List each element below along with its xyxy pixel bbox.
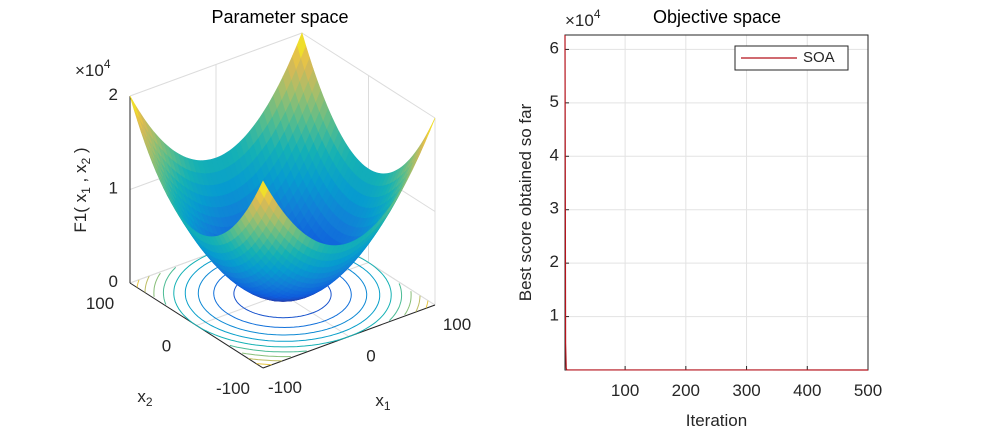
- z-exponent: ×104​: [75, 57, 111, 80]
- grid-line: [129, 32, 303, 97]
- contour-line: [136, 279, 140, 288]
- y-tick-label: 6: [550, 39, 559, 58]
- contour-line: [404, 291, 412, 316]
- x-tick-label: 0: [366, 347, 375, 366]
- y-tick-label: 100: [86, 294, 114, 313]
- legend-label: SOA: [803, 49, 835, 66]
- contour-line: [242, 352, 291, 358]
- x-tick-label: 500: [854, 381, 882, 400]
- x-tick-label: 400: [793, 381, 821, 400]
- x-tick-label: 300: [732, 381, 760, 400]
- y-tick-label: 3: [550, 199, 559, 218]
- series-line: [564, 34, 869, 371]
- y-tick-label: 1: [550, 306, 559, 325]
- y-tick-label: 2: [550, 253, 559, 272]
- surface: [129, 32, 436, 302]
- contour-line: [162, 266, 177, 305]
- contour-line: [425, 300, 429, 309]
- contour-line: [229, 344, 307, 353]
- contour-line: [415, 295, 421, 313]
- chart-title: Parameter space: [211, 7, 348, 27]
- x-axis-label: Iteration: [686, 411, 747, 430]
- y-axis-label: x2​: [137, 387, 153, 409]
- surface-patch: [296, 32, 307, 59]
- chart-title: Objective space: [653, 7, 781, 27]
- surface-patch: [129, 95, 139, 117]
- y-axis-label: Best score obtained so far: [516, 103, 535, 301]
- x-axis-label: x1​: [375, 391, 391, 413]
- contour-line: [144, 275, 150, 293]
- contour-line: [248, 358, 282, 362]
- y-tick-label: -100: [216, 379, 250, 398]
- surface-patch: [258, 180, 269, 198]
- grid-line: [301, 32, 436, 119]
- x-tick-label: 200: [672, 381, 700, 400]
- contour-line: [388, 283, 403, 322]
- x-tick-label: 100: [611, 381, 639, 400]
- z-tick-label: 2: [109, 85, 118, 104]
- y-tick-label: 0: [162, 337, 171, 356]
- contour-line: [256, 363, 272, 366]
- x-tick-label: -100: [268, 378, 302, 397]
- y-exponent: ×104​: [565, 7, 601, 30]
- z-tick-label: 0: [109, 272, 118, 291]
- surface-patch: [426, 117, 436, 138]
- contour-line: [153, 272, 161, 297]
- plot-area: [565, 35, 868, 370]
- y-tick-label: 4: [550, 146, 559, 165]
- y-tick-label: 5: [550, 92, 559, 111]
- z-tick-label: 1: [109, 179, 118, 198]
- x-tick-label: 100: [443, 315, 471, 334]
- z-axis-label: F1( x1​ , x2​ ): [71, 147, 93, 232]
